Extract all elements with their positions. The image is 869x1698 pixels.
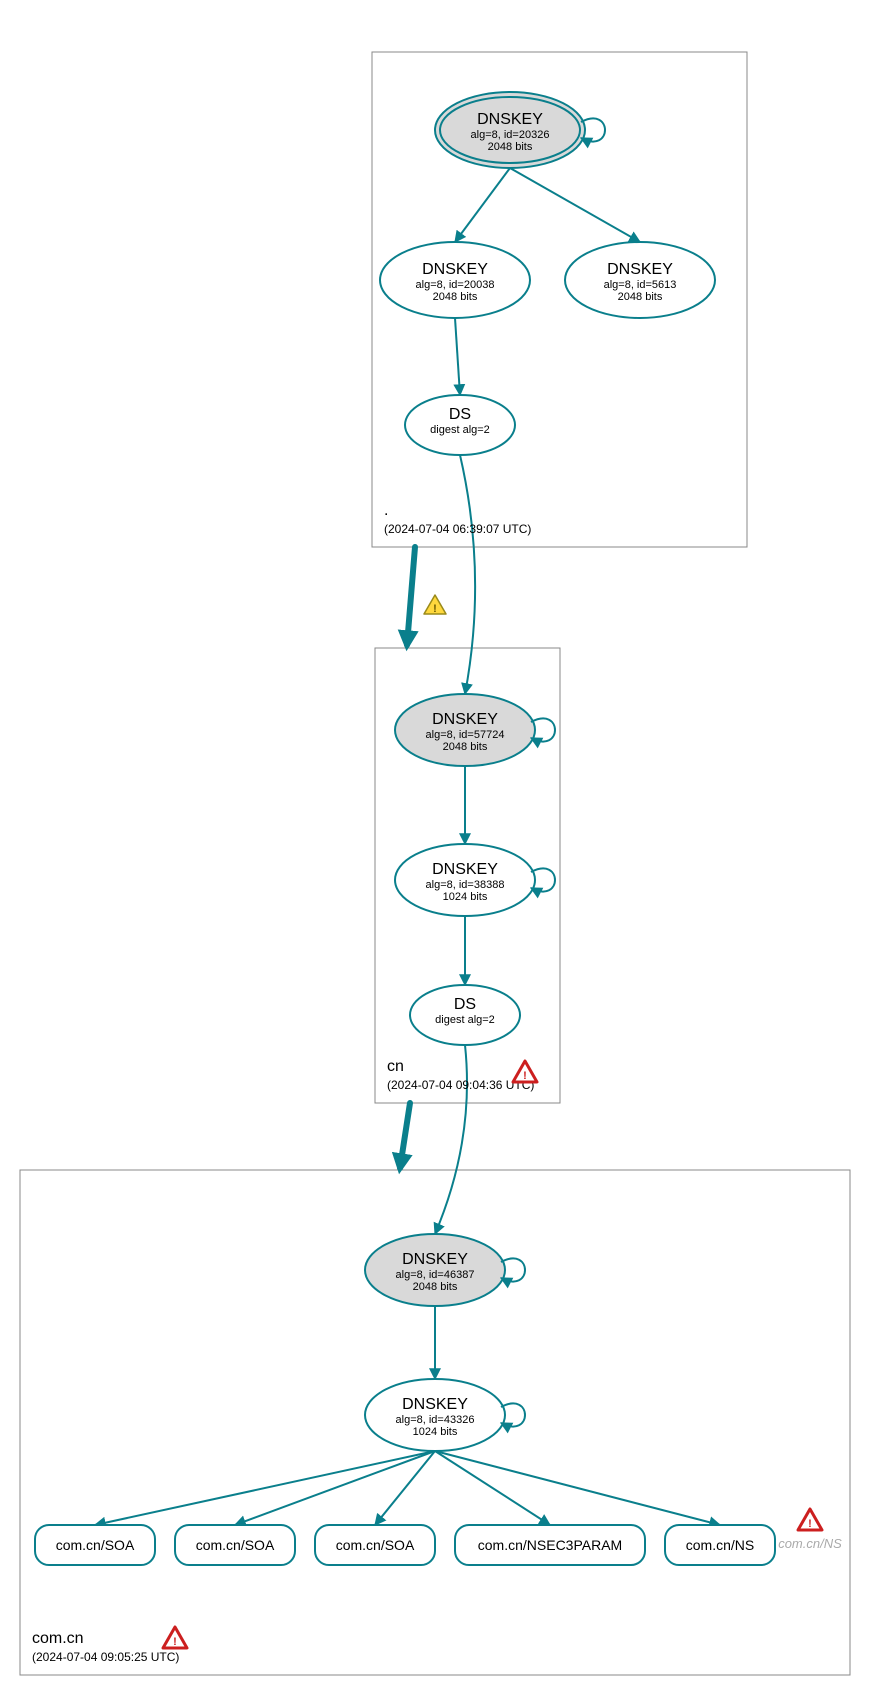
- node-rr-soa2: com.cn/SOA: [175, 1525, 295, 1565]
- edge: [455, 168, 510, 242]
- edge: [510, 168, 640, 242]
- node-line3: 1024 bits: [413, 1426, 458, 1438]
- svg-text:!: !: [808, 1518, 812, 1530]
- node-line3: 2048 bits: [433, 291, 478, 303]
- node-rr-ns: com.cn/NS: [665, 1525, 775, 1565]
- node-line2: digest alg=2: [435, 1014, 495, 1026]
- node-line2: alg=8, id=38388: [426, 879, 505, 891]
- delegation-edge: [400, 1103, 410, 1168]
- svg-text:!: !: [433, 603, 437, 615]
- node-title: DNSKEY: [432, 861, 498, 878]
- node-rr-soa3: com.cn/SOA: [315, 1525, 435, 1565]
- node-line3: 2048 bits: [443, 741, 488, 753]
- zone-label: cn: [387, 1058, 404, 1075]
- zone-label: .: [384, 502, 388, 519]
- edge: [455, 318, 460, 395]
- node-line2: alg=8, id=57724: [426, 729, 505, 741]
- edge: [435, 1451, 720, 1525]
- node-comcn-zsk: DNSKEYalg=8, id=433261024 bits: [365, 1379, 525, 1451]
- node-root-ds: DSdigest alg=2: [405, 395, 515, 455]
- rr-label: com.cn/NSEC3PARAM: [478, 1537, 622, 1553]
- node-root-ksk: DNSKEYalg=8, id=203262048 bits: [435, 92, 605, 168]
- zone-timestamp: (2024-07-04 09:04:36 UTC): [387, 1078, 534, 1092]
- edge: [435, 1045, 467, 1234]
- delegation-edge: [407, 547, 415, 645]
- node-cn-ds: DSdigest alg=2: [410, 985, 520, 1045]
- zone-timestamp: (2024-07-04 06:39:07 UTC): [384, 522, 531, 536]
- node-line2: alg=8, id=46387: [396, 1269, 475, 1281]
- edge: [460, 455, 475, 694]
- zone-label: com.cn: [32, 1630, 84, 1647]
- rr-label: com.cn/NS: [686, 1537, 754, 1553]
- error-icon: !: [798, 1509, 822, 1530]
- node-title: DNSKEY: [477, 111, 543, 128]
- node-line3: 2048 bits: [488, 141, 533, 153]
- node-comcn-ksk: DNSKEYalg=8, id=463872048 bits: [365, 1234, 525, 1306]
- node-cn-zsk: DNSKEYalg=8, id=383881024 bits: [395, 844, 555, 916]
- rr-label: com.cn/SOA: [196, 1537, 275, 1553]
- node-line2: alg=8, id=20326: [471, 129, 550, 141]
- warning-icon: !: [424, 595, 446, 615]
- node-line2: alg=8, id=43326: [396, 1414, 475, 1426]
- node-root-zsk1: DNSKEYalg=8, id=200382048 bits: [380, 242, 530, 318]
- node-rr-nsec3: com.cn/NSEC3PARAM: [455, 1525, 645, 1565]
- rr-label: com.cn/SOA: [56, 1537, 135, 1553]
- node-title: DNSKEY: [607, 261, 673, 278]
- node-title: DNSKEY: [422, 261, 488, 278]
- error-icon: !: [163, 1627, 187, 1648]
- node-title: DS: [449, 406, 471, 423]
- node-rr-soa1: com.cn/SOA: [35, 1525, 155, 1565]
- node-line3: 1024 bits: [443, 891, 488, 903]
- zone-timestamp: (2024-07-04 09:05:25 UTC): [32, 1650, 179, 1664]
- ghost-label: com.cn/NS: [778, 1536, 842, 1551]
- node-title: DNSKEY: [402, 1251, 468, 1268]
- node-line2: digest alg=2: [430, 424, 490, 436]
- rr-label: com.cn/SOA: [336, 1537, 415, 1553]
- svg-text:!: !: [173, 1636, 177, 1648]
- svg-text:!: !: [523, 1070, 527, 1082]
- node-line2: alg=8, id=20038: [416, 279, 495, 291]
- node-line2: alg=8, id=5613: [604, 279, 677, 291]
- node-line3: 2048 bits: [413, 1281, 458, 1293]
- node-title: DNSKEY: [402, 1396, 468, 1413]
- error-icon: !: [513, 1061, 537, 1082]
- dnssec-diagram: !DNSKEYalg=8, id=203262048 bitsDNSKEYalg…: [0, 0, 869, 1698]
- edge: [435, 1451, 550, 1525]
- node-root-zsk2: DNSKEYalg=8, id=56132048 bits: [565, 242, 715, 318]
- node-cn-ksk: DNSKEYalg=8, id=577242048 bits: [395, 694, 555, 766]
- node-line3: 2048 bits: [618, 291, 663, 303]
- node-title: DNSKEY: [432, 711, 498, 728]
- node-title: DS: [454, 996, 476, 1013]
- node-rr-ns-ghost: com.cn/NS: [778, 1536, 842, 1551]
